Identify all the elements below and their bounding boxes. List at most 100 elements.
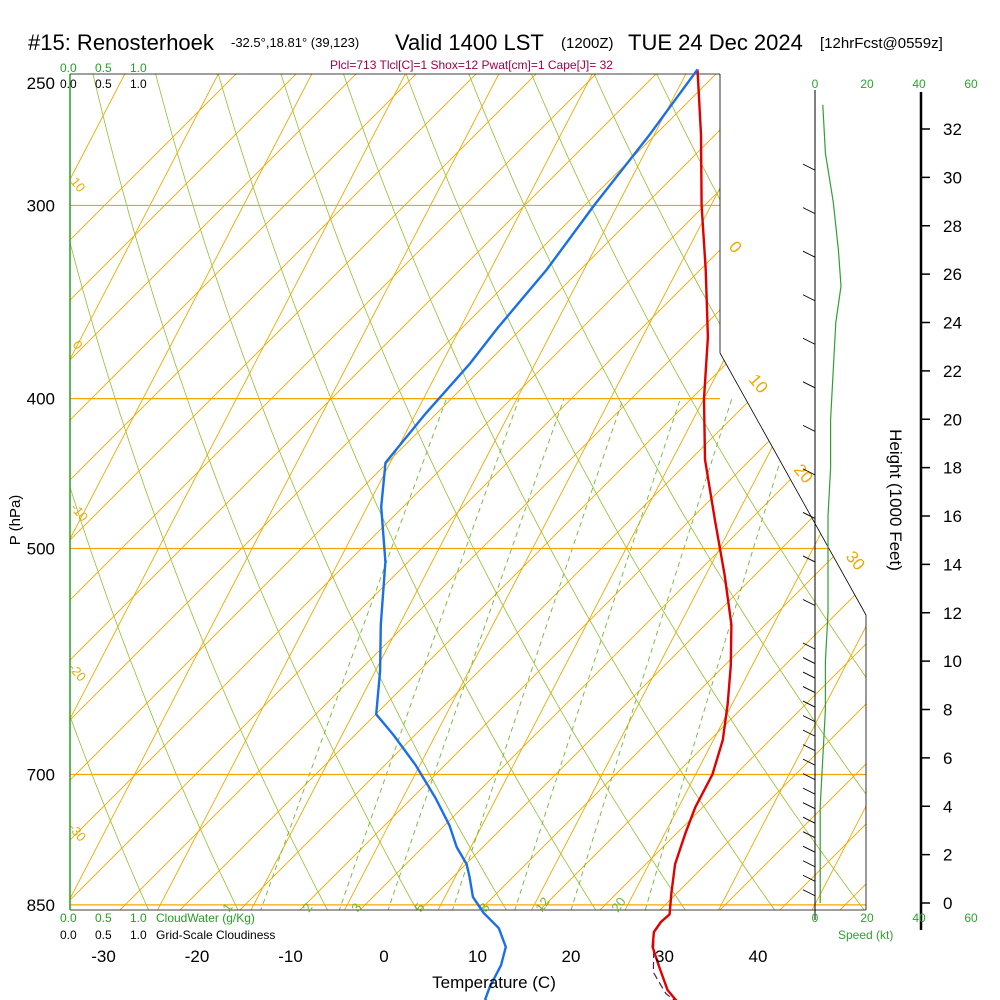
valid-date: TUE 24 Dec 2024 (628, 30, 803, 55)
wind-barb (802, 294, 816, 302)
isotherm-alt (419, 74, 866, 910)
isotherm-alt (960, 10, 1000, 910)
dry-adiabat (461, 74, 866, 910)
dry-adiabat (959, 56, 1000, 1000)
wind-barb (802, 816, 816, 824)
isotherm-alt (479, 74, 866, 910)
wind-barb (802, 686, 816, 693)
wind-barb (802, 860, 816, 868)
isotherm-alt (70, 74, 361, 910)
cloud-top-tick-black: 0.5 (95, 77, 112, 91)
dry-adiabat (88, 74, 499, 910)
wind-barb (802, 381, 816, 389)
isotherm-alt (599, 74, 866, 910)
wind-barb (802, 599, 816, 606)
height-tick-label: 14 (943, 555, 962, 574)
pressure-tick-label: 850 (27, 896, 55, 915)
cloud-top-tick-green: 0.0 (60, 61, 77, 75)
height-tick-label: 26 (943, 265, 962, 284)
height-tick-label: 2 (943, 846, 952, 865)
isotherm (834, 74, 866, 910)
wind-barb (802, 337, 816, 345)
isotherm-alt (70, 74, 841, 910)
mixing-ratio-label: 12 (532, 894, 553, 914)
height-tick-label: 24 (943, 314, 962, 333)
pressure-tick-label: 400 (27, 390, 55, 409)
dry-adiabat (399, 74, 866, 910)
wind-barb (802, 207, 816, 215)
isotherm-label: 10 (745, 370, 772, 397)
cloudiness-label: Grid-Scale Cloudiness (156, 928, 275, 942)
pressure-tick-label: 250 (27, 74, 55, 93)
wind-barb (802, 889, 816, 897)
isotherm-alt (70, 74, 721, 910)
temperature-tick-label: 40 (749, 947, 768, 966)
cloud-top-tick-green: 0.5 (95, 61, 112, 75)
isotherm-alt (239, 74, 866, 910)
height-tick-label: 4 (943, 797, 952, 816)
isotherm (460, 74, 866, 910)
cloud-top-tick-black: 1.0 (130, 77, 147, 91)
wind-barb (802, 250, 816, 258)
temperature-tick-label: -10 (278, 947, 303, 966)
dewpoint-line (375, 68, 699, 1000)
isotherm-label: -20 (66, 660, 90, 684)
cloud-bottom-tick-green: 1.0 (130, 911, 147, 925)
speed-bottom-tick: 20 (860, 911, 874, 925)
wind-barb (802, 729, 816, 737)
speed-top-tick: 0 (812, 77, 819, 91)
stability-indices: Plcl=713 Tlcl[C]=1 Shox=12 Pwat[cm]=1 Ca… (330, 58, 613, 72)
isotherm (86, 74, 603, 910)
isotherm-alt (119, 74, 866, 910)
dry-adiabat (834, 74, 866, 910)
wind-barb (802, 555, 816, 563)
isotherm (366, 74, 866, 910)
dry-adiabat (585, 74, 866, 910)
wind-barb (802, 700, 816, 708)
speed-bottom-tick: 40 (912, 911, 926, 925)
isotherm-alt (70, 74, 301, 910)
wind-speed-line (819, 104, 842, 903)
isotherm-alt (70, 74, 481, 910)
height-tick-label: 8 (943, 701, 952, 720)
height-tick-label: 12 (943, 604, 962, 623)
isotherm-alt (70, 74, 661, 910)
isotherm (553, 74, 866, 910)
mixing-ratio-label: 20 (608, 894, 629, 914)
dry-adiabat (70, 74, 309, 910)
height-tick-label: 10 (943, 652, 962, 671)
pressure-axis-label: P (hPa) (7, 495, 24, 546)
temperature-tick-label: 20 (562, 947, 581, 966)
cloud-bottom-tick-green: 0.0 (60, 911, 77, 925)
speed-top-tick: 60 (964, 77, 978, 91)
isotherm-alt (70, 74, 541, 910)
temperature-tick-label: 10 (468, 947, 487, 966)
speed-top-tick: 20 (860, 77, 874, 91)
isotherm (647, 74, 866, 910)
dry-adiabat (523, 74, 866, 910)
isotherm (179, 74, 696, 910)
pressure-tick-label: 500 (27, 540, 55, 559)
dry-adiabat (212, 74, 688, 910)
mixing-ratio-label: 5 (411, 900, 427, 915)
wind-barb (802, 642, 816, 650)
wind-barb (802, 671, 816, 679)
isotherm (70, 74, 229, 910)
cloud-bottom-tick-green: 0.5 (95, 911, 112, 925)
wind-barb (802, 657, 816, 664)
isotherm (740, 74, 866, 910)
wind-barb (802, 773, 816, 781)
height-tick-label: 18 (943, 459, 962, 478)
speed-top-tick: 40 (912, 77, 926, 91)
wind-barb (802, 831, 816, 839)
height-tick-label: 28 (943, 217, 962, 236)
station-coords: -32.5°,18.81° (39,123) (231, 35, 360, 50)
isotherm-alt (299, 74, 866, 910)
height-tick-label: 22 (943, 362, 962, 381)
height-axis-label: Height (1000 Feet) (886, 429, 905, 571)
height-tick-label: 30 (943, 168, 962, 187)
frame-right-diag (719, 352, 867, 616)
wind-barb (802, 744, 816, 752)
isotherm (928, 56, 1000, 1000)
